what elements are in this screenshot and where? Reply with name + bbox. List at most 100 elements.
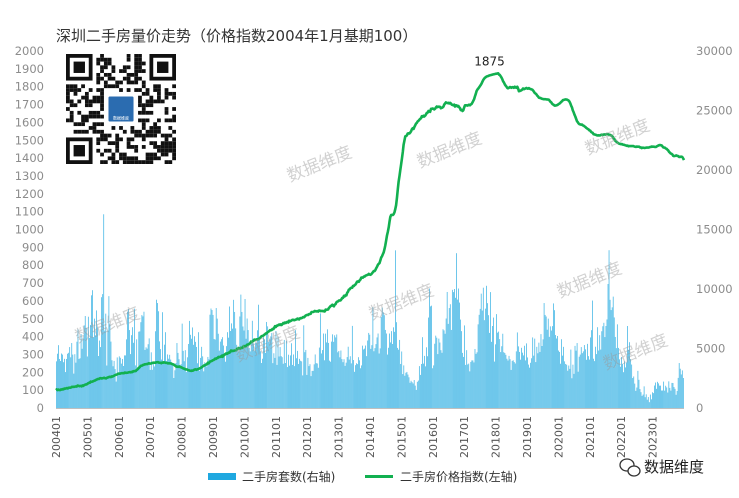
qr-module (122, 152, 127, 157)
bar (266, 321, 267, 408)
qr-module (141, 110, 146, 115)
left-tick-label: 1600 (15, 115, 44, 129)
bar (111, 360, 113, 408)
bar (636, 387, 638, 408)
bar (501, 346, 503, 408)
bar (316, 363, 318, 408)
bar (522, 352, 523, 408)
qr-module (73, 84, 78, 89)
qr-module (138, 129, 142, 134)
bar (163, 361, 164, 408)
left-tick-label: 400 (22, 330, 44, 344)
bar (529, 367, 530, 408)
bar (448, 308, 450, 408)
bar (327, 329, 328, 408)
bar (570, 349, 572, 408)
bar (116, 357, 118, 408)
bar (134, 308, 136, 408)
bar (128, 308, 129, 408)
qr-module (73, 122, 78, 127)
qr-module (172, 114, 176, 119)
bar (365, 345, 366, 408)
bar (70, 357, 72, 408)
qr-module (134, 65, 139, 70)
bar (587, 343, 588, 408)
qr-module (172, 129, 176, 134)
bar (125, 355, 126, 408)
bar (273, 353, 275, 408)
bar (236, 344, 238, 408)
bar-series (56, 214, 684, 409)
bar (608, 250, 610, 408)
bar (297, 350, 298, 408)
qr-logo (106, 94, 136, 124)
bar (468, 363, 470, 408)
bar (377, 333, 379, 408)
bar (464, 325, 465, 408)
bar (572, 364, 574, 408)
bar (258, 304, 259, 408)
bar (424, 355, 425, 408)
bar (162, 312, 163, 408)
bar (494, 361, 495, 408)
brand-name: 数据维度 (644, 458, 704, 476)
bar (599, 335, 601, 408)
legend-bar-label: 二手房套数(右轴) (242, 469, 335, 484)
watermark: 数据维度 (414, 129, 485, 173)
bar (272, 363, 274, 408)
qr-module (119, 69, 123, 73)
bar (182, 350, 184, 408)
bar (490, 292, 491, 408)
bar (639, 389, 641, 408)
bar (102, 294, 104, 408)
bar (579, 354, 581, 408)
brand-badge: 数据维度 (619, 458, 704, 477)
qr-module (126, 72, 131, 77)
legend-bar-swatch (208, 473, 236, 480)
qr-module (77, 110, 82, 115)
bar (137, 368, 139, 408)
bar (367, 340, 369, 408)
bar (498, 331, 500, 408)
bar (146, 348, 148, 408)
bar (503, 352, 505, 408)
qr-module (73, 91, 78, 96)
bar (499, 339, 501, 408)
x-tick-label: 202001 (552, 416, 565, 458)
bar (261, 363, 262, 408)
qr-module (145, 88, 150, 92)
bar (288, 354, 289, 408)
qr-module (138, 69, 142, 73)
qr-module (88, 103, 93, 108)
qr-module (100, 122, 104, 127)
bar (61, 353, 62, 408)
qr-module (138, 61, 142, 66)
qr-module (103, 133, 108, 138)
qr-module (100, 65, 104, 70)
bar (308, 366, 310, 408)
qr-module (107, 57, 112, 62)
qr-module (134, 129, 139, 134)
bar (491, 341, 492, 408)
qr-module (126, 88, 131, 92)
bar (226, 346, 227, 408)
qr-module (130, 72, 135, 77)
bar (442, 329, 444, 408)
bar (381, 307, 383, 408)
bar (205, 363, 207, 408)
watermark: 数据维度 (284, 143, 355, 187)
x-tick-label: 201401 (364, 416, 377, 458)
qr-module (164, 152, 169, 157)
bar (210, 308, 212, 408)
bar (409, 382, 411, 408)
bar (388, 347, 389, 408)
qr-module (130, 156, 135, 161)
qr-module (84, 114, 89, 119)
qr-module (164, 148, 169, 153)
bar (646, 399, 648, 408)
bar (171, 362, 173, 408)
qr-module (73, 129, 78, 134)
bar (457, 299, 458, 408)
bar (624, 361, 625, 408)
bar (496, 314, 497, 408)
